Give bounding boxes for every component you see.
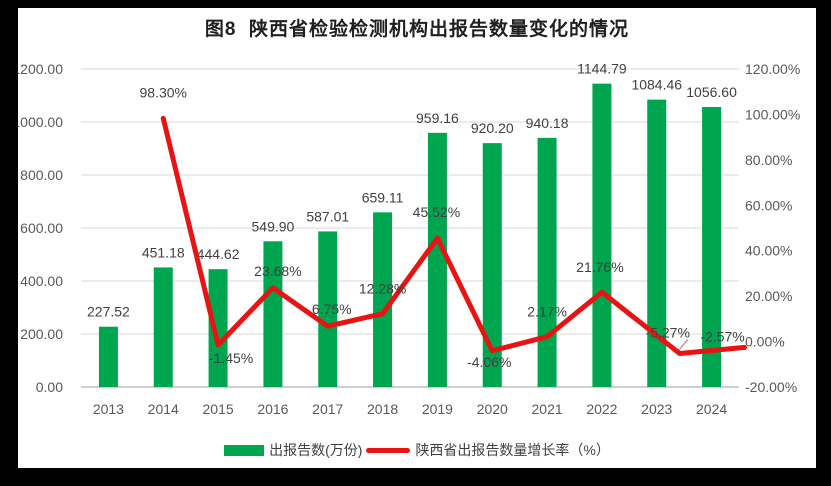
growth-point-label: 98.30% xyxy=(140,84,187,100)
right-axis-tick-label: 20.00% xyxy=(745,288,792,304)
left-axis-tick-label: 1000.00 xyxy=(18,114,63,130)
chart-panel: 图8 陕西省检验检测机构出报告数量变化的情况 0.00 200.00 400.00 6… xyxy=(18,8,816,468)
bar-value-label: 920.20 xyxy=(471,120,514,136)
legend-item-bars: 出报告数(万份) xyxy=(224,440,362,460)
bar-series-swatch xyxy=(224,444,265,456)
growth-point-label: 6.75% xyxy=(312,301,352,317)
x-axis-year-label: 2013 xyxy=(93,401,124,417)
bar-value-label: 227.52 xyxy=(87,304,130,320)
left-axis-tick-label: 800.00 xyxy=(20,167,63,183)
growth-point-label: -4.06% xyxy=(467,354,511,370)
bar-value-label: 451.18 xyxy=(142,244,185,260)
label-leader-line xyxy=(677,339,689,353)
line-series-swatch xyxy=(366,447,411,453)
bar xyxy=(318,231,338,387)
x-axis-year-label: 2017 xyxy=(312,401,343,417)
right-axis-tick-label: 80.00% xyxy=(745,152,792,168)
chart-title: 图8 陕西省检验检测机构出报告数量变化的情况 xyxy=(204,19,630,40)
right-axis-tick-label: 120.00% xyxy=(745,61,800,77)
bar-value-label: 659.11 xyxy=(362,189,404,205)
growth-point-label: 45.52% xyxy=(413,204,460,220)
x-axis-year-label: 2014 xyxy=(148,401,179,417)
growth-line xyxy=(160,115,748,357)
growth-point-label: -2.57% xyxy=(700,328,744,344)
right-axis-tick-label: 60.00% xyxy=(745,197,792,213)
x-axis-year-label: 2018 xyxy=(367,401,398,417)
bar-value-label: 549.90 xyxy=(252,218,295,234)
left-axis-tick-label: 0.00 xyxy=(36,379,63,395)
line-series-label: 陕西省出报告数量增长率（%） xyxy=(415,442,610,458)
x-axis-year-label: 2020 xyxy=(477,401,508,417)
left-axis-tick-label: 600.00 xyxy=(20,220,63,236)
chart-plot: 0.00 200.00 400.00 600.00 800.00 1000.00 1200.… xyxy=(18,61,800,417)
x-axis-year-label: 2016 xyxy=(257,401,288,417)
growth-point-label: 12.28% xyxy=(359,281,406,297)
left-axis-tick-label: 1200.00 xyxy=(18,61,63,77)
bar xyxy=(537,137,557,387)
bar xyxy=(263,241,283,387)
right-axis-tick-label: 0.00% xyxy=(745,334,785,350)
growth-point-label: -1.45% xyxy=(209,350,253,366)
bar xyxy=(208,269,228,387)
bar-value-label: 587.01 xyxy=(306,208,349,224)
bar xyxy=(592,83,612,388)
growth-point-label: 23.68% xyxy=(254,263,301,279)
legend: 出报告数(万份) 陕西省出报告数量增长率（%） xyxy=(18,440,816,460)
legend-item-line: 陕西省出报告数量增长率（%） xyxy=(366,440,610,460)
right-axis-tick-label: -20.00% xyxy=(745,379,797,395)
bar-value-label: 1144.79 xyxy=(577,61,627,77)
x-axis-year-label: 2023 xyxy=(641,401,672,417)
bar-value-label: 940.18 xyxy=(526,115,569,131)
left-axis-tick-label: 200.00 xyxy=(20,326,63,342)
bar-series-label: 出报告数(万份) xyxy=(269,442,363,458)
bar-value-label: 1084.46 xyxy=(631,77,682,93)
bar xyxy=(482,143,502,387)
x-axis-year-label: 2021 xyxy=(532,401,563,417)
x-axis-year-label: 2022 xyxy=(586,401,617,417)
bar xyxy=(702,107,722,387)
growth-point-label: -5.27% xyxy=(646,325,690,341)
left-axis-tick-label: 400.00 xyxy=(20,273,63,289)
right-axis-tick-label: 100.00% xyxy=(745,106,800,122)
growth-point-label: 21.76% xyxy=(576,259,623,275)
right-axis-tick-label: 40.00% xyxy=(745,243,792,259)
x-axis-year-label: 2024 xyxy=(696,401,727,417)
x-axis-year-label: 2015 xyxy=(203,401,234,417)
bar-value-label: 1056.60 xyxy=(686,84,737,100)
x-axis-year-label: 2019 xyxy=(422,401,453,417)
growth-point-label: 2.17% xyxy=(527,304,567,320)
bar xyxy=(647,99,667,387)
bar xyxy=(427,132,447,387)
bar xyxy=(153,267,173,387)
bar-value-label: 444.62 xyxy=(197,246,240,262)
bar xyxy=(373,212,393,387)
bar-value-label: 959.16 xyxy=(416,110,459,126)
bar xyxy=(98,326,118,387)
